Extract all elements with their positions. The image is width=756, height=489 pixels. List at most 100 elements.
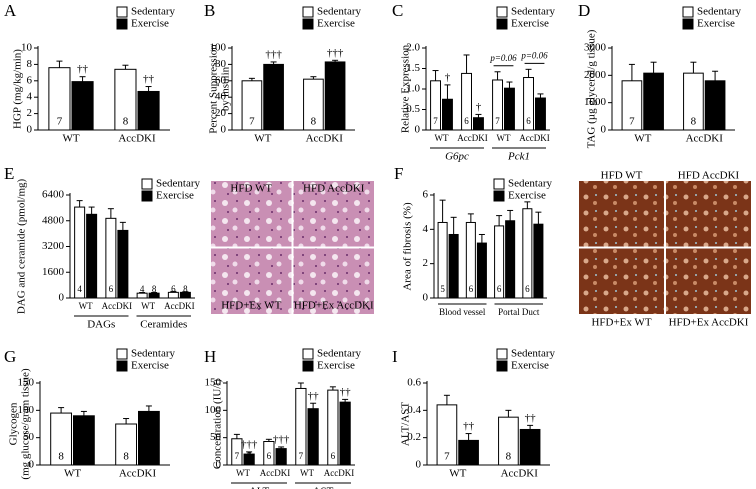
panel-letter: A	[4, 1, 17, 20]
n-label: 8	[651, 116, 657, 128]
n-label: 8	[691, 116, 697, 128]
legend-label: Sedentary	[317, 348, 361, 360]
y-tick-label: 100	[205, 404, 222, 416]
x-tick-label: AccDKI	[164, 301, 195, 311]
legend-label: Sedentary	[508, 178, 552, 190]
y-tick-label: 20	[215, 107, 227, 119]
y-tick-label: 0	[27, 124, 33, 136]
y-axis-label: Area of fibrosis (%)	[402, 202, 414, 291]
y-tick-label: 1600	[42, 266, 65, 278]
group-label: Blood vessel	[439, 307, 486, 317]
y-tick-label: 3200	[42, 240, 65, 252]
y-tick-label: 0.5	[406, 103, 420, 115]
x-tick-label: WT	[634, 133, 651, 145]
n-label: 7	[508, 284, 513, 294]
image-label: HFD WT	[601, 170, 643, 182]
panel-letter: D	[578, 1, 590, 20]
significance: ††	[77, 63, 89, 75]
y-axis-label: ALT/AST	[400, 402, 412, 446]
n-label: 4	[140, 284, 145, 294]
significance: †	[445, 71, 451, 83]
n-label: 6	[525, 284, 530, 294]
legend-label: Exercise	[508, 190, 546, 202]
group-label: DAGs	[87, 319, 115, 331]
group-label: ALT	[249, 486, 270, 489]
legend-label: Exercise	[131, 360, 169, 372]
x-tick-label: AccDKI	[102, 301, 133, 311]
legend-label: Sedentary	[697, 6, 741, 18]
legend-swatch	[496, 360, 508, 372]
significance: †††	[273, 433, 290, 445]
legend-swatch	[302, 6, 314, 18]
legend-label: Sedentary	[131, 6, 175, 18]
n-label: 7	[445, 116, 450, 126]
group-label: G6pc	[445, 151, 469, 163]
y-axis-label: Percent Suppression	[208, 44, 220, 134]
y-tick-label: 40	[215, 91, 227, 103]
n-label: 7	[466, 451, 472, 463]
n-label: 8	[538, 116, 543, 126]
legend-label: Exercise	[511, 360, 549, 372]
y-tick-label: 0.6	[407, 377, 421, 389]
significance: †††	[241, 438, 258, 450]
significance: ††	[143, 73, 155, 85]
legend-swatch	[496, 348, 508, 360]
legend-swatch	[682, 6, 694, 18]
x-tick-label: WT	[64, 468, 81, 480]
n-label: 6	[469, 284, 474, 294]
y-tick-label: 100	[210, 42, 227, 54]
legend-swatch	[141, 178, 153, 190]
n-label: 7	[451, 284, 456, 294]
annotation: p=0.06	[489, 53, 517, 63]
n-label: 8	[506, 451, 512, 463]
significance: †	[476, 101, 482, 113]
image-label: HFD AccDKI	[303, 183, 365, 195]
panel-letter: I	[392, 347, 398, 366]
legend-label: Exercise	[317, 360, 355, 372]
significance: ††	[463, 420, 475, 432]
y-axis-label: (mg glucose/gram tissue)	[20, 368, 32, 480]
legend-label: Sedentary	[511, 348, 555, 360]
legend-swatch	[302, 348, 314, 360]
n-label: 8	[152, 284, 157, 294]
x-tick-label: WT	[62, 133, 79, 145]
y-axis-label: Concentration (IU/l)	[212, 379, 224, 469]
y-tick-label: 0.2	[407, 431, 421, 443]
legend-swatch	[116, 348, 128, 360]
legend-label: Exercise	[131, 18, 169, 30]
x-tick-label: AccDKI	[119, 468, 157, 480]
n-label: 7	[235, 451, 240, 461]
n-label: 7	[247, 451, 252, 461]
legend-label: Sedentary	[156, 178, 200, 190]
y-tick-label: 4800	[42, 214, 65, 226]
n-label: 6	[331, 451, 336, 461]
image-label: HFD+Ex WT	[221, 300, 281, 312]
n-label: 8	[476, 116, 481, 126]
n-label: 8	[279, 451, 284, 461]
n-label: 8	[146, 451, 152, 463]
x-tick-label: AccDKI	[118, 133, 156, 145]
legend-swatch	[682, 18, 694, 30]
y-tick-label: 150	[205, 377, 222, 389]
legend-label: Sedentary	[131, 348, 175, 360]
y-tick-label: 2000	[584, 69, 607, 81]
legend-swatch	[496, 6, 508, 18]
n-label: 6	[109, 284, 114, 294]
y-tick-label: 1000	[584, 96, 607, 108]
x-tick-label: AccDKI	[686, 133, 724, 145]
histology-image	[666, 181, 751, 247]
legend-label: Sedentary	[317, 6, 361, 18]
n-label: 7	[444, 451, 450, 463]
n-label: 7	[299, 451, 304, 461]
n-label: 8	[712, 116, 718, 128]
n-label: 7	[480, 284, 485, 294]
y-tick-label: 2	[423, 257, 429, 269]
n-label: 7	[629, 116, 635, 128]
histology-image	[293, 181, 374, 247]
n-label: 8	[123, 451, 129, 463]
x-tick-label: AccDKI	[501, 468, 539, 480]
legend-swatch	[141, 190, 153, 202]
y-tick-label: 50	[210, 431, 222, 443]
y-tick-label: 4	[27, 91, 33, 103]
